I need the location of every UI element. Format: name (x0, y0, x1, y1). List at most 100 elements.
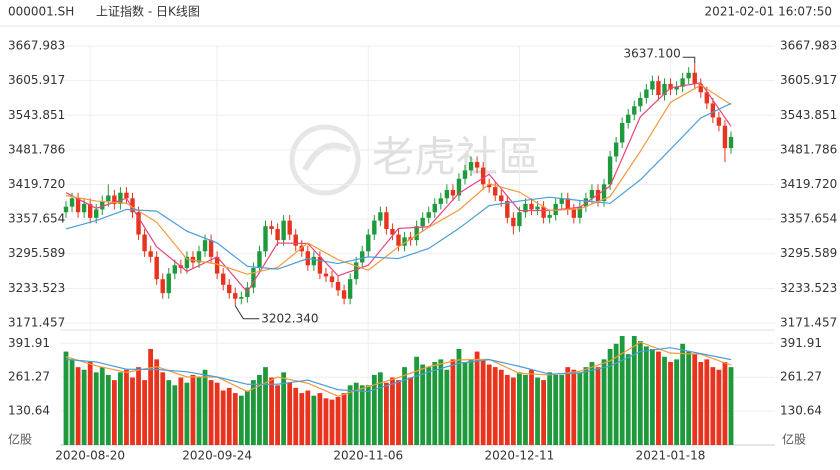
x-tick-label: 2020-09-24 (182, 449, 252, 463)
candle-body (710, 103, 716, 118)
y-tick-label: 3357.654 (8, 212, 65, 226)
volume-bar (523, 374, 528, 445)
candle-body (293, 234, 298, 246)
volume-bar (384, 382, 389, 445)
candle-body (716, 117, 722, 126)
y-tick-label: 3419.720 (8, 177, 65, 191)
candle-body (402, 237, 407, 246)
volume-bar (674, 359, 679, 445)
candle-body (686, 72, 691, 79)
volume-bar (148, 348, 154, 445)
candle-body (63, 206, 69, 213)
volume-bar (69, 359, 75, 445)
candle-body (626, 114, 631, 123)
candle-body (656, 81, 661, 96)
watermark-logo (289, 124, 361, 196)
volume-bar (275, 385, 280, 445)
candle-body (372, 220, 377, 235)
candle-body (263, 226, 268, 252)
volume-bar (311, 395, 317, 445)
volume-bar (565, 367, 571, 445)
candle-body (118, 192, 123, 204)
volume-bar (317, 393, 323, 445)
volume-bar (656, 351, 661, 445)
candle-body (432, 203, 437, 213)
volume-bar (184, 382, 190, 445)
volume-bar (553, 374, 559, 445)
volume-bar (589, 361, 595, 445)
volume-bar (226, 387, 232, 445)
volume-bar (420, 364, 426, 445)
volume-bar (160, 372, 166, 445)
volume-bar (438, 359, 444, 445)
candle-body (233, 293, 238, 299)
y-tick-label: 3171.457 (8, 316, 65, 330)
candle-body (523, 203, 528, 213)
candle-body (535, 206, 540, 210)
candle-body (208, 240, 214, 257)
candle-body (547, 215, 552, 218)
y-tick-label: 3481.786 (780, 142, 837, 156)
volume-bar (269, 377, 274, 445)
volume-bar (728, 367, 734, 445)
candle-body (638, 97, 643, 107)
candle-body (541, 206, 546, 218)
volume-bar (390, 377, 395, 445)
ma-line (65, 82, 732, 294)
volume-bar (529, 369, 534, 445)
volume-bar (668, 361, 673, 445)
max-label: 3637.100 (623, 47, 680, 61)
max-pointer (682, 56, 696, 64)
candle-body (214, 256, 220, 274)
candle-body (468, 162, 474, 171)
candle-body (480, 167, 486, 185)
volume-bar (722, 361, 728, 445)
volume-bar (263, 367, 268, 445)
candle-body (390, 228, 395, 235)
y-tick-label: 3543.851 (8, 108, 65, 122)
volume-bar (613, 343, 619, 445)
volume-bar (251, 380, 256, 445)
volume-bar (136, 367, 141, 445)
volume-bar (287, 382, 293, 445)
candle-body (668, 83, 673, 90)
volume-bar (87, 361, 93, 445)
volume-bar (577, 372, 583, 445)
candle-body (414, 226, 419, 241)
volume-bar (124, 369, 129, 445)
volume-bar (281, 372, 287, 445)
volume-bar (650, 348, 655, 445)
candle-body (613, 142, 619, 157)
volume-bar (305, 390, 311, 445)
volume-bar (625, 354, 631, 445)
candle-body (607, 156, 613, 185)
candle-body (287, 220, 292, 235)
candle-body (75, 198, 81, 213)
volume-bar (547, 372, 553, 445)
volume-bar (571, 369, 577, 445)
volume-bar (504, 374, 510, 445)
candle-body (619, 122, 625, 143)
volume-bar (408, 377, 413, 445)
volume-bar (81, 369, 87, 445)
candle-body (275, 228, 280, 241)
candle-body (704, 92, 710, 104)
candle-body (160, 279, 165, 294)
volume-bar (510, 377, 516, 445)
candle-body (166, 273, 171, 294)
candle-body (196, 251, 202, 263)
candle-body (378, 212, 383, 221)
candle-body (698, 83, 703, 93)
min-label: 3202.340 (261, 311, 318, 325)
candle-body (227, 284, 232, 294)
candle-body (474, 162, 480, 168)
candle-body (529, 203, 534, 210)
y-tick-label: 3171.457 (780, 316, 837, 330)
volume-bar (486, 364, 492, 445)
volume-bar (474, 351, 480, 445)
volume-bar (341, 393, 347, 445)
candle-body (220, 273, 226, 285)
volume-bar (468, 359, 474, 445)
volume-bar (196, 377, 202, 445)
candle-body (511, 217, 516, 227)
